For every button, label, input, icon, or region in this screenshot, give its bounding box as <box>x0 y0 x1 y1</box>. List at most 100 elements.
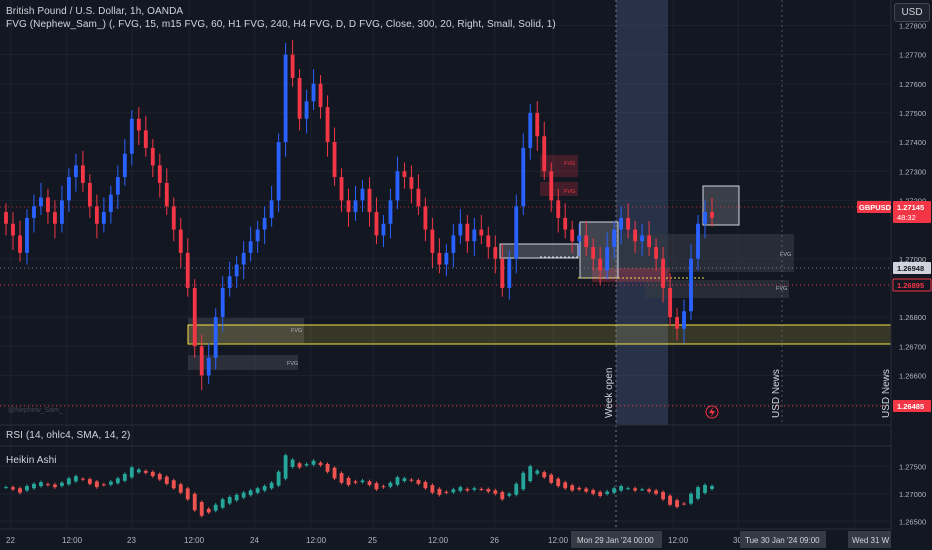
ha-body <box>332 467 337 479</box>
candle-body <box>381 223 386 236</box>
price-tick-label: 1.26700 <box>899 342 926 351</box>
price-tick-label: 1.26600 <box>899 371 926 380</box>
candle-body <box>500 258 505 288</box>
candle-body <box>626 217 631 230</box>
candle-body <box>507 258 512 288</box>
ha-body <box>39 482 43 487</box>
price-tick-label: 1.27000 <box>899 255 926 264</box>
fvg-label: FVG <box>287 361 298 367</box>
fvg-box-5 <box>618 234 794 272</box>
candle-body <box>178 229 183 253</box>
ha-body <box>25 486 29 491</box>
candle-body <box>388 200 393 224</box>
lightning-icon[interactable] <box>705 405 719 419</box>
ha-body <box>199 502 204 516</box>
candle-body <box>136 118 141 131</box>
heikin-ashi-legend[interactable]: Heikin Ashi <box>6 455 57 466</box>
ha-body <box>248 490 253 496</box>
last-price-tag <box>893 201 931 223</box>
candle-body <box>115 177 120 195</box>
candle-body <box>129 118 134 154</box>
ha-body <box>108 481 113 485</box>
time-axis[interactable]: 22 12:00 23 12:00 24 12:00 25 12:00 26 12:00 12:00… <box>0 530 932 550</box>
countdown-value: 48:32 <box>897 213 916 222</box>
candle-body <box>311 83 316 102</box>
candle-body <box>619 217 624 230</box>
chart-title[interactable]: British Pound / U.S. Dollar, 1h, OANDA <box>6 6 184 17</box>
candle-body <box>654 247 659 259</box>
ha-body <box>710 486 714 489</box>
candle-body <box>39 197 43 207</box>
candle-body <box>241 252 246 265</box>
ha-body <box>605 491 610 494</box>
week-open-label: Week open <box>604 368 615 418</box>
ha-body <box>101 484 106 486</box>
fvg-box-2 <box>188 355 298 370</box>
symbol-tag-text: GBPUSD <box>859 203 892 212</box>
candle-body <box>213 317 218 358</box>
ha-body <box>290 459 295 467</box>
price-axis[interactable]: 1.27800 1.27700 1.27600 1.27500 1.27400 1.273… <box>857 0 932 530</box>
level-red-value: 1.26895 <box>897 281 924 290</box>
ha-body <box>409 479 414 481</box>
ha-body <box>402 478 407 481</box>
candle-body <box>374 212 379 236</box>
candle-body <box>423 206 428 230</box>
ha-body <box>703 484 707 493</box>
rsi-legend[interactable]: RSI (14, ohlc4, SMA, 14, 2) <box>6 430 131 441</box>
candle-body <box>304 101 309 119</box>
ha-body <box>4 487 8 489</box>
ha-body <box>514 483 519 495</box>
ha-body <box>234 494 239 501</box>
candle-body <box>227 276 232 288</box>
candle-body <box>640 235 645 242</box>
ha-body <box>297 463 302 468</box>
candle-body <box>283 54 288 143</box>
week-open-highlight <box>616 0 668 425</box>
ha-tick-label: 1.27000 <box>899 490 926 499</box>
time-highlight-1-text: Mon 29 Jan '24 00:00 <box>577 536 654 545</box>
ha-body <box>381 486 386 488</box>
ha-body <box>465 488 470 491</box>
ha-body <box>633 488 638 491</box>
candle-body <box>591 247 596 259</box>
ha-body <box>80 478 85 480</box>
candle-body <box>94 206 99 224</box>
candle-body <box>262 217 267 230</box>
ha-body <box>206 508 211 513</box>
candle-body <box>612 229 617 248</box>
ha-body <box>437 488 442 495</box>
time-tick-label: 12:00 <box>548 536 569 545</box>
candle-body <box>430 229 435 253</box>
ha-body <box>18 488 22 493</box>
time-tick-label: 12:00 <box>668 536 689 545</box>
candle-body <box>360 188 365 201</box>
indicator-legend[interactable]: FVG (Nephew_Sam_) (, FVG, 15, m15 FVG, 6… <box>6 19 556 30</box>
candle-body <box>325 107 330 143</box>
candle-body <box>479 229 484 236</box>
fvg-boxes <box>187 155 892 370</box>
candle-body <box>66 177 71 201</box>
level-low-value: 1.26485 <box>897 402 924 411</box>
ha-body <box>472 488 477 490</box>
ha-body <box>241 492 246 498</box>
ha-body <box>53 484 57 488</box>
ha-body <box>318 462 323 466</box>
time-tick-label: 24 <box>250 536 259 545</box>
candle-body <box>535 112 540 137</box>
price-tick-label: 1.26800 <box>899 313 926 322</box>
candle-body <box>87 182 92 207</box>
currency-button[interactable]: USD <box>894 3 930 22</box>
candle-body <box>689 258 693 312</box>
ha-body <box>640 489 645 491</box>
ha-body <box>269 482 274 489</box>
price-tick-label: 1.27500 <box>899 109 926 118</box>
usd-news-label-1: USD News <box>771 369 782 418</box>
candle-body <box>101 212 106 224</box>
candle-body <box>11 223 15 236</box>
candle-body <box>46 197 50 213</box>
ha-body <box>507 493 512 496</box>
fvg-labels: FVG FVG FVG FVG FVG FVG <box>287 161 791 367</box>
candle-body <box>332 142 337 178</box>
